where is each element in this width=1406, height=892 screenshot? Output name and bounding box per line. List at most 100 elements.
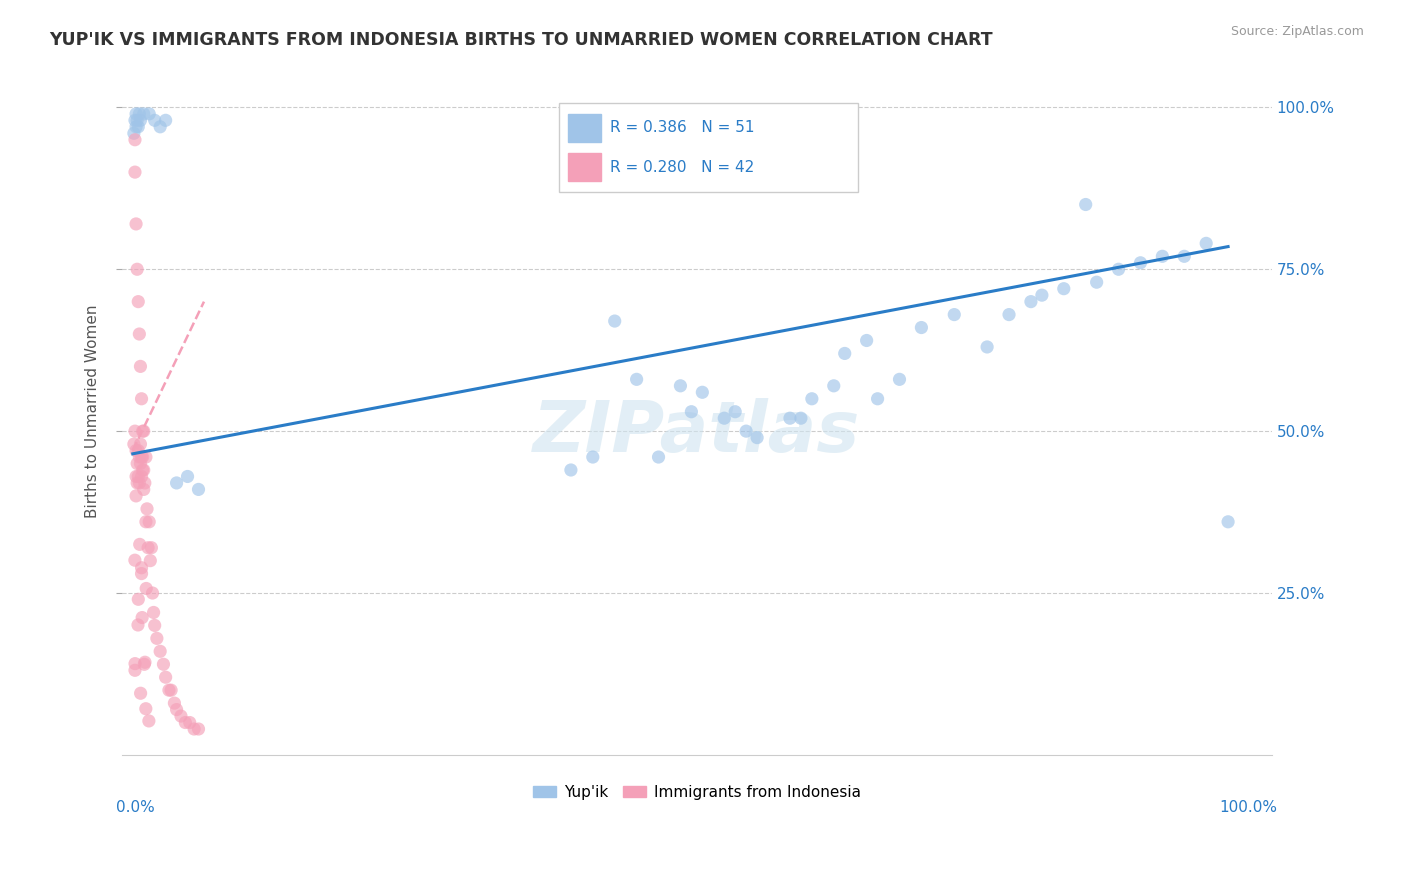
Point	[1053, 282, 1076, 296]
Point	[125, 107, 148, 121]
Point	[1085, 275, 1108, 289]
Point	[143, 618, 166, 632]
Text: 100.0%: 100.0%	[1219, 799, 1278, 814]
Point	[129, 686, 152, 700]
Y-axis label: Births to Unmarried Women: Births to Unmarried Women	[86, 305, 100, 518]
Point	[1152, 249, 1174, 263]
Point	[157, 683, 180, 698]
Legend: Yup'ik, Immigrants from Indonesia: Yup'ik, Immigrants from Indonesia	[527, 779, 866, 805]
Point	[183, 722, 205, 736]
Point	[132, 463, 155, 477]
Point	[647, 450, 669, 464]
Point	[128, 450, 150, 464]
Point	[127, 457, 149, 471]
Point	[135, 582, 157, 596]
Point	[135, 702, 157, 716]
Point	[179, 715, 201, 730]
Point	[129, 113, 152, 128]
Point	[125, 120, 148, 134]
Point	[127, 120, 149, 134]
Point	[160, 683, 183, 698]
Point	[834, 346, 856, 360]
Point	[146, 632, 169, 646]
Point	[155, 113, 177, 128]
Point	[1216, 515, 1239, 529]
Point	[138, 714, 160, 728]
Point	[1129, 256, 1152, 270]
Point	[131, 560, 153, 574]
Point	[724, 405, 747, 419]
Text: 0.0%: 0.0%	[117, 799, 155, 814]
Point	[132, 483, 155, 497]
Point	[1195, 236, 1218, 251]
Point	[943, 308, 966, 322]
Point	[127, 443, 149, 458]
Point	[669, 379, 692, 393]
Point	[138, 515, 160, 529]
Point	[681, 405, 703, 419]
Point	[910, 320, 932, 334]
Point	[149, 644, 172, 658]
Point	[790, 411, 813, 425]
Point	[1074, 197, 1097, 211]
Point	[149, 120, 172, 134]
Point	[134, 657, 156, 672]
Point	[127, 592, 149, 607]
Point	[155, 670, 177, 684]
Point	[131, 469, 153, 483]
Point	[127, 469, 149, 483]
Point	[124, 657, 146, 671]
Point	[129, 359, 152, 374]
Point	[582, 450, 605, 464]
Point	[142, 606, 165, 620]
Point	[136, 541, 159, 555]
Point	[139, 554, 162, 568]
Text: YUP'IK VS IMMIGRANTS FROM INDONESIA BIRTHS TO UNMARRIED WOMEN CORRELATION CHART: YUP'IK VS IMMIGRANTS FROM INDONESIA BIRT…	[49, 31, 993, 49]
Point	[122, 126, 145, 140]
Point	[174, 715, 197, 730]
Point	[127, 618, 149, 632]
Point	[127, 262, 149, 277]
Point	[128, 475, 150, 490]
Point	[131, 566, 153, 581]
Point	[800, 392, 823, 406]
Point	[124, 663, 146, 677]
Point	[124, 165, 146, 179]
Text: ZIPatlas: ZIPatlas	[533, 398, 860, 467]
Point	[129, 437, 152, 451]
Point	[127, 113, 149, 128]
Point	[745, 431, 768, 445]
Point	[1108, 262, 1130, 277]
Point	[166, 475, 188, 490]
Point	[128, 326, 150, 341]
Point	[128, 107, 150, 121]
Point	[176, 469, 198, 483]
Point	[626, 372, 648, 386]
Point	[143, 113, 166, 128]
Point	[603, 314, 626, 328]
Point	[124, 133, 146, 147]
Point	[1031, 288, 1053, 302]
Point	[170, 709, 193, 723]
Point	[692, 385, 714, 400]
Point	[131, 463, 153, 477]
Point	[131, 450, 153, 464]
Point	[135, 515, 157, 529]
Point	[136, 501, 159, 516]
Point	[998, 308, 1021, 322]
Point	[141, 586, 163, 600]
Point	[152, 657, 174, 672]
Point	[132, 107, 155, 121]
Point	[866, 392, 889, 406]
Point	[125, 469, 148, 483]
Point	[1173, 249, 1195, 263]
Point	[131, 610, 153, 624]
Point	[125, 217, 148, 231]
Point	[127, 294, 149, 309]
Point	[127, 475, 149, 490]
Point	[779, 411, 801, 425]
Point	[889, 372, 911, 386]
Point	[132, 424, 155, 438]
Text: Source: ZipAtlas.com: Source: ZipAtlas.com	[1230, 25, 1364, 38]
Point	[129, 457, 152, 471]
